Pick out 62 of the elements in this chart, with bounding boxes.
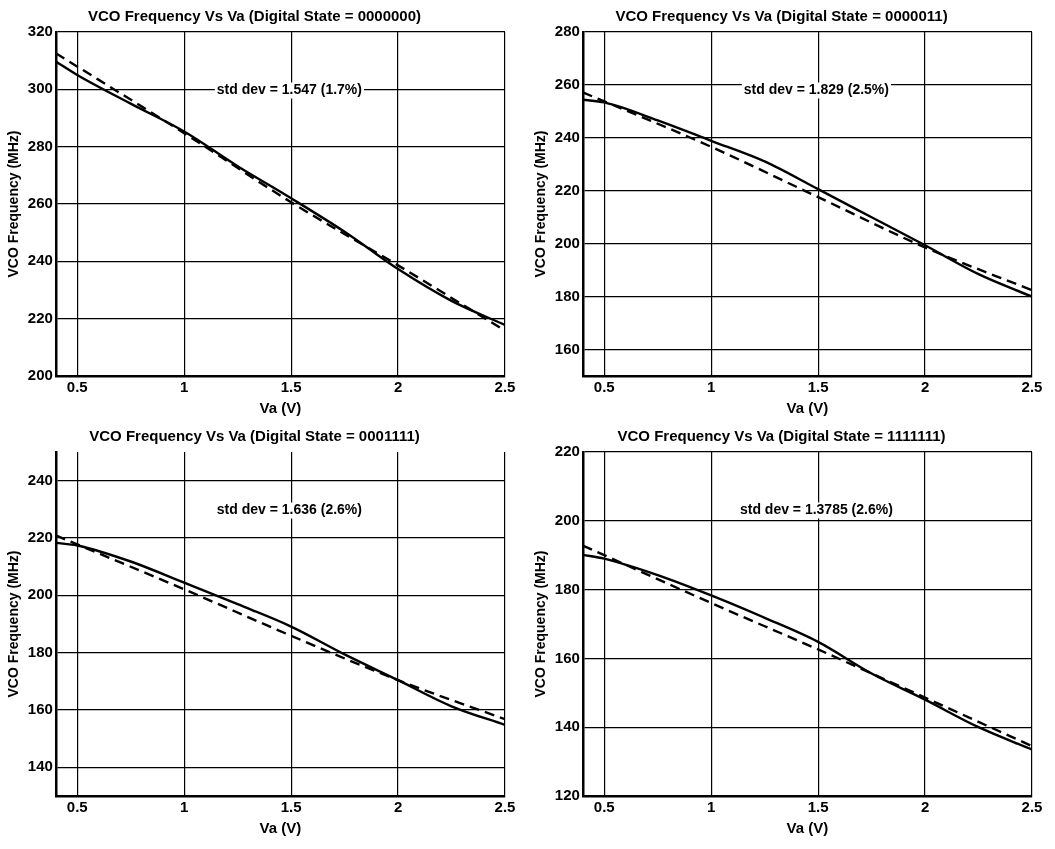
y-axis-title: VCO Frequency (MHz) [5,550,22,698]
y-tick-label: 260 [554,75,580,93]
y-tick-label: 160 [554,339,580,357]
y-tick-label: 200 [554,510,580,528]
x-tick-label: 0.5 [66,378,88,396]
x-axis-title: Va (V) [786,399,829,417]
chart-title: VCO Frequency Vs Va (Digital State = 0001111) [89,427,420,445]
annotation: std dev = 1.829 (2.5%) [743,81,889,98]
x-tick-label: 0.5 [593,798,615,816]
x-tick-label: 1.5 [807,378,829,396]
y-tick-label: 140 [27,757,53,775]
y-tick-label: 240 [27,470,53,488]
x-axis-title: Va (V) [259,399,302,417]
x-tick-label: 1.5 [280,378,302,396]
x-tick-label: 1.5 [280,798,302,816]
y-tick-label: 120 [554,786,580,804]
y-tick-label: 200 [27,366,53,384]
y-tick-label: 160 [554,648,580,666]
y-tick-label: 320 [27,22,53,40]
y-tick-label: 200 [554,233,580,251]
y-tick-label: 260 [27,194,53,212]
y-tick-label: 180 [554,286,580,304]
x-axis-title: Va (V) [259,819,302,837]
chart-title: VCO Frequency Vs Va (Digital State = 0000011) [615,7,948,25]
x-tick-label: 1 [706,378,716,396]
y-tick-label: 140 [554,717,580,735]
annotation: std dev = 1.547 (1.7%) [216,81,362,98]
y-tick-label: 240 [27,251,53,269]
y-tick-label: 280 [27,136,53,154]
x-tick-label: 1 [706,798,716,816]
x-tick-label: 0.5 [593,378,615,396]
x-axis-title: Va (V) [786,819,829,837]
annotation: std dev = 1.636 (2.6%) [216,501,362,518]
y-tick-label: 220 [554,442,580,460]
y-tick-label: 180 [554,579,580,597]
x-tick-label: 1 [179,378,189,396]
y-tick-label: 180 [27,642,53,660]
chart-title: VCO Frequency Vs Va (Digital State = 0000000) [87,7,422,25]
y-tick-label: 220 [27,528,53,546]
x-tick-label: 2.5 [1021,798,1043,816]
y-tick-label: 220 [27,308,53,326]
y-axis-title: VCO Frequency (MHz) [532,550,549,698]
x-tick-label: 2 [920,798,930,816]
x-tick-label: 2 [920,378,930,396]
annotation: std dev = 1.3785 (2.6%) [739,501,893,518]
y-axis-title: VCO Frequency (MHz) [5,130,22,278]
x-tick-label: 2 [393,798,403,816]
y-tick-label: 280 [554,22,580,40]
y-tick-label: 300 [27,79,53,97]
x-tick-label: 2.5 [1021,378,1043,396]
y-tick-label: 200 [27,585,53,603]
x-tick-label: 2 [393,378,403,396]
y-tick-label: 220 [554,180,580,198]
chart-title: VCO Frequency Vs Va (Digital State = 1111111) [617,427,946,445]
x-tick-label: 1.5 [807,798,829,816]
x-tick-label: 2.5 [494,798,516,816]
x-tick-label: 1 [179,798,189,816]
x-tick-label: 0.5 [66,798,88,816]
y-axis-title: VCO Frequency (MHz) [532,130,549,278]
x-tick-label: 2.5 [494,378,516,396]
y-tick-label: 240 [554,127,580,145]
y-tick-label: 160 [27,700,53,718]
